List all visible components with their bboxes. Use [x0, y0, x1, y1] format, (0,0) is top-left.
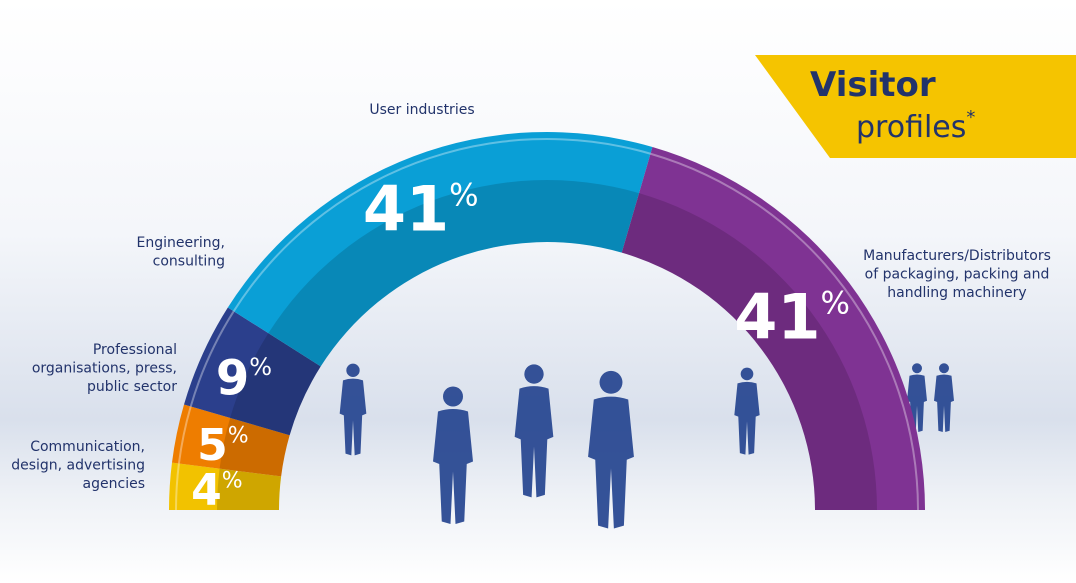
category-label: Engineering,	[137, 235, 225, 251]
value-label: 41%	[734, 280, 850, 353]
segment-rim	[189, 310, 235, 407]
arch: 4%5%9%41%41%	[169, 132, 926, 516]
segment-shade	[621, 193, 877, 510]
segment	[184, 307, 321, 436]
subtitle-text: profiles	[856, 110, 966, 145]
segment-rim	[177, 406, 192, 464]
segment-shade	[230, 333, 321, 436]
segment-rim	[175, 463, 180, 510]
value-unit: %	[222, 469, 243, 494]
segment	[171, 404, 290, 477]
segment-shade	[219, 417, 290, 477]
category-label: agencies	[83, 476, 145, 492]
category-label: Communication,	[30, 439, 145, 455]
value-label: 41%	[363, 172, 479, 245]
category-label: public sector	[87, 379, 177, 395]
chart-subtitle: profiles*	[856, 107, 975, 145]
value-unit: %	[228, 424, 249, 449]
value-label: 5%	[197, 420, 249, 471]
segment	[227, 132, 653, 367]
value-number: 4	[191, 465, 222, 516]
category-label: User industries	[369, 102, 474, 118]
segment-rim	[650, 152, 919, 510]
category-label: design, advertising	[11, 458, 145, 474]
category-label: consulting	[153, 254, 225, 270]
category-label: Manufacturers/Distributors	[863, 248, 1051, 264]
segment-shade	[268, 180, 640, 367]
value-number: 41	[363, 172, 449, 245]
segment-shade	[217, 468, 282, 510]
value-number: 41	[734, 280, 820, 353]
segment	[169, 462, 282, 510]
category-label: Professional	[93, 342, 177, 358]
chart-title: Visitor	[810, 65, 936, 105]
category-label: handling machinery	[887, 285, 1026, 301]
value-unit: %	[249, 353, 272, 381]
value-number: 9	[216, 350, 249, 406]
value-unit: %	[821, 286, 850, 322]
footnote-mark: *	[966, 107, 975, 128]
value-number: 5	[197, 420, 228, 471]
value-label: 4%	[191, 465, 243, 516]
category-label: organisations, press,	[32, 361, 177, 377]
value-unit: %	[449, 178, 478, 214]
segment	[621, 147, 926, 511]
title-banner	[755, 55, 1076, 158]
value-label: 9%	[216, 350, 272, 406]
category-label: of packaging, packing and	[865, 267, 1050, 283]
